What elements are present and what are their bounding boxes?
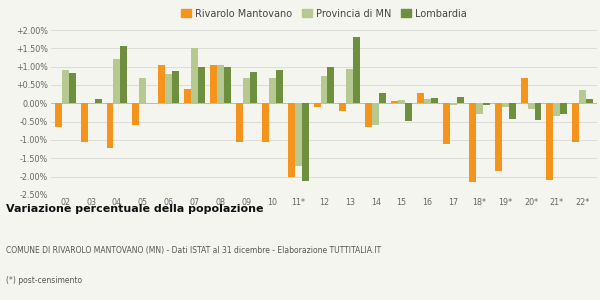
- Bar: [560, 103, 568, 114]
- Bar: [391, 101, 398, 103]
- Legend: Rivarolo Mantovano, Provincia di MN, Lombardia: Rivarolo Mantovano, Provincia di MN, Lom…: [181, 8, 467, 19]
- Bar: [586, 99, 593, 103]
- Bar: [379, 93, 386, 103]
- Bar: [184, 89, 191, 103]
- Bar: [372, 103, 379, 125]
- Bar: [236, 103, 243, 142]
- Bar: [191, 48, 198, 103]
- Bar: [476, 103, 483, 114]
- Bar: [69, 73, 76, 103]
- Bar: [224, 67, 231, 103]
- Bar: [158, 65, 165, 103]
- Bar: [450, 103, 457, 105]
- Bar: [579, 91, 586, 103]
- Bar: [262, 103, 269, 142]
- Bar: [295, 103, 302, 166]
- Bar: [62, 70, 69, 103]
- Bar: [113, 59, 121, 103]
- Bar: [320, 76, 328, 103]
- Bar: [469, 103, 476, 182]
- Bar: [509, 103, 515, 119]
- Bar: [431, 98, 438, 103]
- Text: Variazione percentuale della popolazione: Variazione percentuale della popolazione: [6, 204, 263, 214]
- Bar: [302, 103, 308, 181]
- Bar: [107, 103, 113, 148]
- Bar: [269, 78, 276, 103]
- Bar: [121, 46, 127, 103]
- Bar: [424, 99, 431, 103]
- Bar: [276, 70, 283, 103]
- Bar: [314, 103, 320, 107]
- Bar: [398, 100, 405, 103]
- Bar: [328, 68, 334, 103]
- Bar: [172, 71, 179, 103]
- Bar: [198, 67, 205, 103]
- Bar: [243, 78, 250, 103]
- Bar: [457, 97, 464, 103]
- Bar: [165, 74, 172, 103]
- Bar: [133, 103, 139, 125]
- Bar: [139, 78, 146, 103]
- Bar: [483, 103, 490, 105]
- Bar: [340, 103, 346, 111]
- Bar: [502, 103, 509, 107]
- Bar: [521, 78, 527, 103]
- Bar: [353, 37, 361, 103]
- Bar: [494, 103, 502, 171]
- Bar: [80, 103, 88, 142]
- Bar: [217, 65, 224, 103]
- Text: (*) post-censimento: (*) post-censimento: [6, 276, 82, 285]
- Bar: [572, 103, 579, 142]
- Bar: [55, 103, 62, 127]
- Bar: [527, 103, 535, 109]
- Bar: [405, 103, 412, 121]
- Bar: [95, 99, 101, 103]
- Bar: [346, 69, 353, 103]
- Bar: [210, 65, 217, 103]
- Text: COMUNE DI RIVAROLO MANTOVANO (MN) - Dati ISTAT al 31 dicembre - Elaborazione TUT: COMUNE DI RIVAROLO MANTOVANO (MN) - Dati…: [6, 246, 381, 255]
- Bar: [250, 72, 257, 103]
- Bar: [287, 103, 295, 177]
- Bar: [443, 103, 450, 144]
- Bar: [365, 103, 372, 127]
- Bar: [547, 103, 553, 180]
- Bar: [535, 103, 541, 120]
- Bar: [553, 103, 560, 116]
- Bar: [417, 93, 424, 103]
